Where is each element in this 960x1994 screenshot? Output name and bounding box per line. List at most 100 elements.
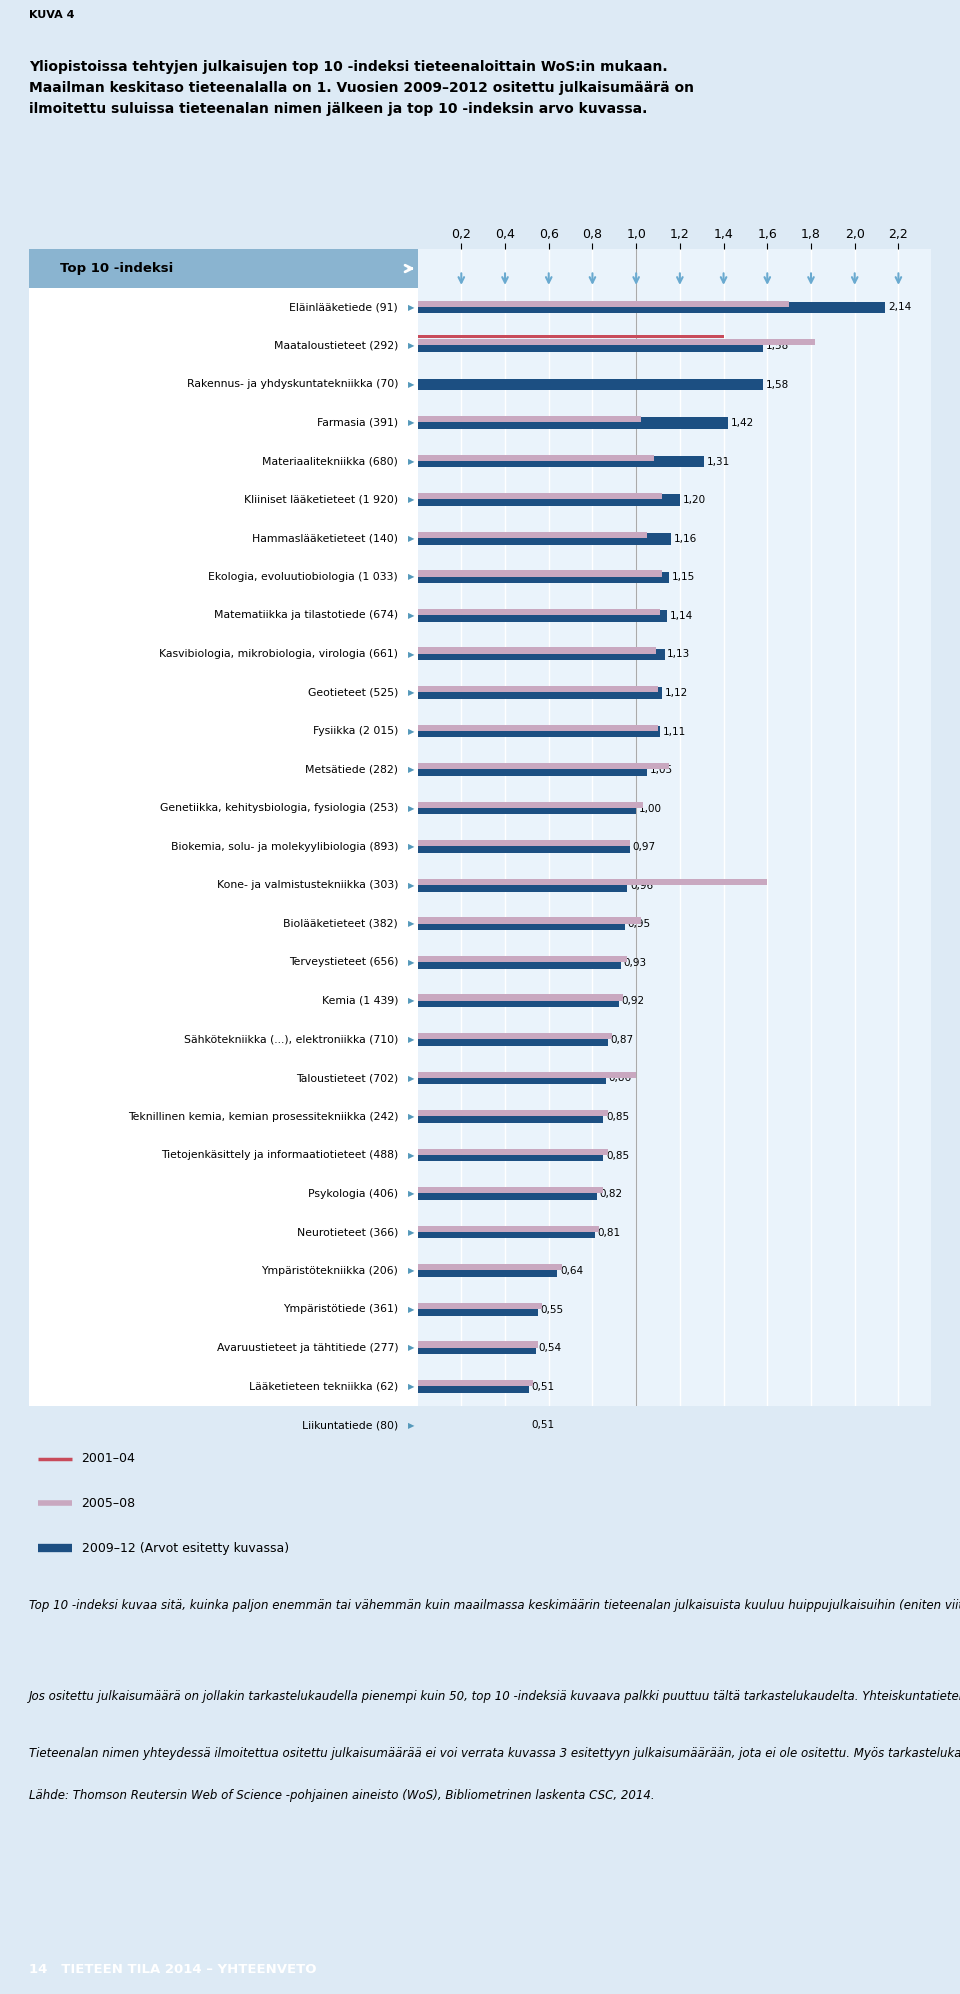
Bar [29, 249, 418, 287]
Bar [418, 995, 623, 1001]
Text: Taloustieteet (702): Taloustieteet (702) [296, 1073, 398, 1083]
Bar [29, 481, 418, 518]
Bar [418, 957, 621, 969]
Text: Kemia (1 439): Kemia (1 439) [322, 995, 398, 1007]
Text: ▶: ▶ [408, 1188, 415, 1198]
Text: ▶: ▶ [408, 303, 415, 311]
Bar [29, 981, 418, 1021]
Bar [29, 327, 418, 365]
Bar [418, 339, 815, 345]
Bar [418, 1264, 562, 1270]
Text: Biolääketieteet (382): Biolääketieteet (382) [283, 919, 398, 929]
Text: ▶: ▶ [408, 766, 415, 774]
Text: ▶: ▶ [408, 881, 415, 889]
Bar [418, 688, 662, 698]
Text: 1,16: 1,16 [674, 534, 697, 544]
Text: ▶: ▶ [408, 957, 415, 967]
Text: ▶: ▶ [408, 610, 415, 620]
Bar [418, 572, 669, 582]
Text: Matematiikka ja tilastotiede (674): Matematiikka ja tilastotiede (674) [214, 610, 398, 620]
Text: ▶: ▶ [408, 650, 415, 658]
Bar [418, 1111, 608, 1117]
Text: 2009–12 (Arvot esitetty kuvassa): 2009–12 (Arvot esitetty kuvassa) [82, 1541, 289, 1555]
Bar [29, 287, 418, 327]
Bar [418, 1304, 538, 1316]
Bar [29, 634, 418, 674]
Text: 0,85: 0,85 [606, 1113, 629, 1123]
Bar [29, 712, 418, 750]
Bar [418, 841, 630, 853]
Text: Farmasia (391): Farmasia (391) [317, 417, 398, 429]
Text: Top 10 -indeksi: Top 10 -indeksi [60, 261, 173, 275]
Bar [29, 558, 418, 596]
Text: Jos ositettu julkaisumäärä on jollakin tarkastelukaudella pienempi kuin 50, top : Jos ositettu julkaisumäärä on jollakin t… [29, 1689, 960, 1703]
Text: 1,20: 1,20 [683, 495, 706, 504]
Bar [29, 1097, 418, 1137]
Text: ▶: ▶ [408, 419, 415, 427]
Bar [418, 917, 640, 923]
Bar [29, 1059, 418, 1097]
Text: Hammaslääketieteet (140): Hammaslääketieteet (140) [252, 532, 398, 544]
Bar [418, 1420, 529, 1432]
Text: 0,64: 0,64 [560, 1266, 584, 1276]
Text: 1,42: 1,42 [731, 419, 754, 429]
Text: Psykologia (406): Psykologia (406) [308, 1188, 398, 1198]
Text: Neurotieteet (366): Neurotieteet (366) [297, 1226, 398, 1238]
Text: Kliiniset lääketieteet (1 920): Kliiniset lääketieteet (1 920) [244, 495, 398, 504]
Bar [29, 1406, 418, 1444]
Bar [29, 750, 418, 790]
Bar [418, 1266, 558, 1276]
Bar [418, 495, 680, 506]
Text: Terveystieteet (656): Terveystieteet (656) [289, 957, 398, 967]
Bar [418, 879, 767, 885]
Bar [29, 403, 418, 443]
Text: Rakennus- ja yhdyskuntatekniikka (70): Rakennus- ja yhdyskuntatekniikka (70) [186, 379, 398, 389]
Bar [418, 802, 642, 808]
Text: 0,54: 0,54 [539, 1344, 562, 1354]
Bar [418, 1380, 534, 1386]
Bar [29, 674, 418, 712]
Bar [418, 648, 664, 660]
Bar [29, 365, 418, 403]
Text: Top 10 -indeksi kuvaa sitä, kuinka paljon enemmän tai vähemmän kuin maailmassa k: Top 10 -indeksi kuvaa sitä, kuinka paljo… [29, 1599, 960, 1611]
Text: ▶: ▶ [408, 997, 415, 1005]
Text: ▶: ▶ [408, 534, 415, 542]
Text: 0,55: 0,55 [540, 1304, 564, 1314]
Text: 0,95: 0,95 [628, 919, 651, 929]
Text: ▶: ▶ [408, 804, 415, 814]
Text: Tietojenkäsittely ja informaatiotieteet (488): Tietojenkäsittely ja informaatiotieteet … [161, 1151, 398, 1161]
Text: Lähde: Thomson Reutersin Web of Science -pohjainen aineisto (WoS), Bibliometrine: Lähde: Thomson Reutersin Web of Science … [29, 1789, 655, 1803]
Text: Maataloustieteet (292): Maataloustieteet (292) [274, 341, 398, 351]
Text: Ympäristötekniikka (206): Ympäristötekniikka (206) [261, 1266, 398, 1276]
Bar [418, 608, 660, 614]
Bar [418, 1035, 608, 1045]
Bar [29, 943, 418, 981]
Bar [29, 865, 418, 905]
Bar [418, 335, 724, 339]
Bar [418, 1382, 529, 1392]
Text: ▶: ▶ [408, 1073, 415, 1083]
Bar [418, 995, 618, 1007]
Text: 2005–08: 2005–08 [82, 1497, 135, 1509]
Bar [418, 532, 671, 544]
Text: 1,00: 1,00 [638, 804, 661, 814]
Bar [29, 1212, 418, 1252]
Text: ▶: ▶ [408, 1266, 415, 1276]
Text: ▶: ▶ [408, 688, 415, 698]
Text: 2,14: 2,14 [888, 303, 911, 313]
Bar [418, 1302, 542, 1308]
Text: ▶: ▶ [408, 341, 415, 351]
Bar [418, 804, 636, 814]
Text: ▶: ▶ [408, 457, 415, 467]
Text: 0,51: 0,51 [532, 1382, 555, 1392]
Bar [418, 1188, 597, 1200]
Bar [418, 301, 789, 307]
Text: 2001–04: 2001–04 [82, 1452, 135, 1466]
Bar [418, 493, 662, 498]
Text: ▶: ▶ [408, 1035, 415, 1045]
Bar [418, 1033, 612, 1039]
Text: ▶: ▶ [408, 572, 415, 582]
Text: Materiaalitekniikka (680): Materiaalitekniikka (680) [262, 457, 398, 467]
Bar [418, 1149, 608, 1155]
Text: 0,86: 0,86 [609, 1073, 632, 1083]
